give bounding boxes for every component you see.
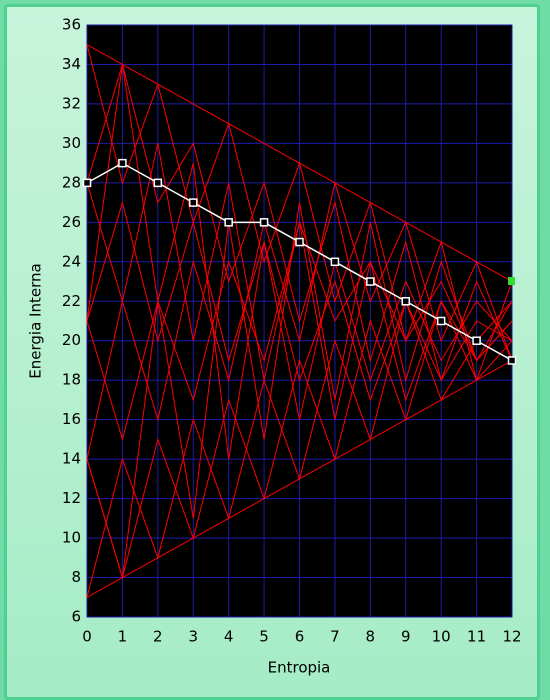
x-axis-label: Entropia	[268, 659, 331, 677]
x-tick-label: 0	[82, 628, 92, 646]
x-tick-label: 1	[118, 628, 128, 646]
y-tick-label: 8	[71, 568, 81, 586]
y-tick-label: 30	[62, 134, 81, 152]
y-tick-label: 16	[62, 410, 81, 428]
y-tick-label: 18	[62, 371, 81, 389]
y-tick-label: 12	[62, 489, 81, 507]
x-tick-label: 8	[366, 628, 376, 646]
point-marker	[436, 316, 446, 326]
x-tick-label: 11	[467, 628, 486, 646]
y-tick-label: 6	[71, 608, 81, 626]
x-tick-label: 9	[401, 628, 411, 646]
series-line	[86, 44, 513, 382]
y-tick-label: 32	[62, 94, 81, 112]
y-tick-label: 10	[62, 529, 81, 547]
point-marker	[295, 237, 304, 247]
series-line	[86, 64, 513, 382]
point-marker	[153, 178, 163, 188]
point-marker	[366, 277, 375, 286]
y-axis-label: Energia Interna	[27, 263, 45, 378]
point-marker	[224, 218, 233, 227]
series-line	[86, 202, 513, 578]
x-tick-label: 10	[432, 628, 451, 646]
y-tick-label: 20	[62, 331, 81, 349]
y-tick-label: 22	[62, 292, 81, 310]
point-marker	[82, 178, 92, 188]
series-line	[86, 299, 513, 598]
y-tick-label: 34	[62, 55, 81, 73]
x-tick-label: 12	[502, 628, 521, 646]
cursor	[508, 277, 515, 285]
series-line	[86, 180, 513, 460]
point-marker	[472, 336, 481, 345]
point-marker	[507, 356, 517, 365]
point-marker	[189, 198, 198, 207]
series-line	[86, 143, 513, 420]
x-tick-label: 4	[224, 628, 234, 646]
y-tick-label: 14	[62, 450, 81, 468]
point-marker	[401, 297, 410, 306]
point-marker	[259, 218, 269, 227]
point-marker	[330, 257, 340, 267]
x-tick-label: 6	[295, 628, 305, 646]
x-tick-label: 7	[330, 628, 340, 646]
y-tick-label: 36	[62, 16, 81, 34]
x-tick-label: 5	[259, 628, 269, 646]
x-tick-label: 2	[153, 628, 163, 646]
y-tick-label: 26	[62, 213, 81, 231]
y-tick-label: 24	[62, 252, 81, 270]
point-marker	[118, 158, 127, 168]
x-tick-label: 3	[188, 628, 198, 646]
y-tick-label: 28	[62, 173, 81, 191]
